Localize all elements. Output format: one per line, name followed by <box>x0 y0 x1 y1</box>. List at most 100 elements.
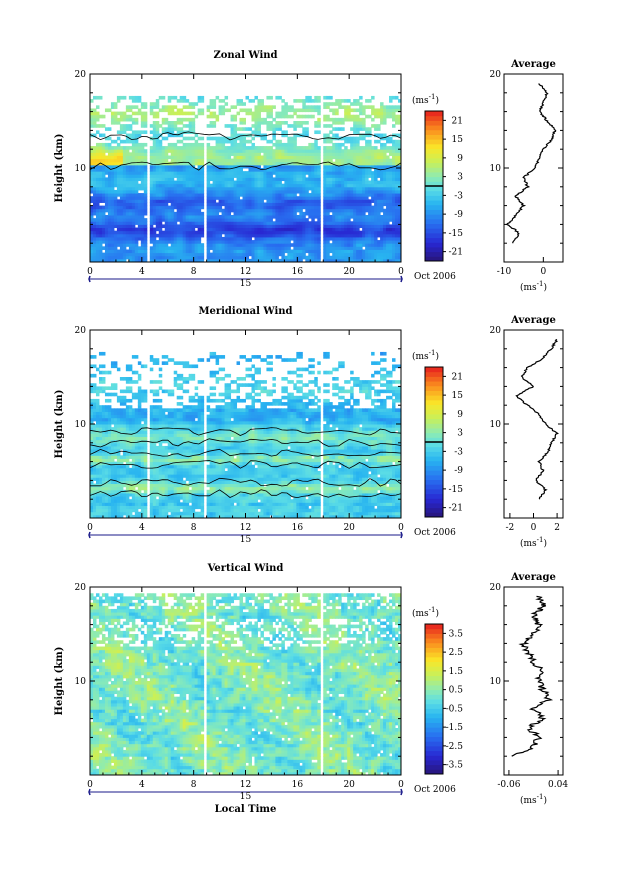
heatmap-cell <box>344 211 348 216</box>
heatmap-cell <box>110 420 115 425</box>
heatmap-cell <box>398 155 402 160</box>
heatmap-cell <box>164 211 169 216</box>
heatmap-cell <box>380 121 384 125</box>
heatmap-cell <box>107 455 112 459</box>
heatmap-cell <box>224 124 229 128</box>
heatmap-cell <box>365 193 369 197</box>
heatmap-cell <box>137 149 142 153</box>
heatmap-cell <box>101 218 106 222</box>
heatmap-cell <box>254 114 258 119</box>
heatmap-cell <box>365 168 369 172</box>
heatmap-cell <box>374 224 378 229</box>
heatmap-cell <box>287 221 291 225</box>
heatmap-cell <box>221 183 226 188</box>
heatmap-cell <box>374 186 378 191</box>
heatmap-cell <box>248 99 252 103</box>
heatmap-cell <box>185 174 190 178</box>
heatmap-cell <box>254 108 258 113</box>
heatmap-cell <box>338 105 342 109</box>
heatmap-cell <box>395 189 399 194</box>
heatmap-cell <box>263 218 267 222</box>
heatmap-cell <box>155 180 160 185</box>
heatmap-cell <box>272 246 276 250</box>
heatmap-cell <box>90 255 94 260</box>
heatmap-cell <box>215 208 220 213</box>
heatmap-cell <box>278 211 282 216</box>
heatmap-cell <box>173 196 178 200</box>
heatmap-cell <box>215 236 220 241</box>
heatmap-cell <box>122 177 127 182</box>
heatmap-cell <box>362 174 366 178</box>
heatmap-cell <box>209 121 214 125</box>
heatmap-cell <box>344 249 348 254</box>
heatmap-cell <box>137 174 142 178</box>
heatmap-cell <box>269 121 273 125</box>
heatmap-cell <box>371 211 375 216</box>
heatmap-cell <box>344 117 348 122</box>
heatmap-cell <box>248 252 252 257</box>
heatmap-cell <box>305 130 309 135</box>
heatmap-cell <box>353 164 357 169</box>
heatmap-cell <box>269 240 273 244</box>
heatmap-cell <box>269 243 273 247</box>
heatmap-cell <box>248 258 252 263</box>
heatmap-cell <box>296 255 300 260</box>
heatmap-cell <box>212 183 217 188</box>
heatmap-cell <box>311 218 315 222</box>
heatmap-cell <box>332 146 336 150</box>
heatmap-cell <box>182 211 187 216</box>
heatmap-cell <box>260 117 264 122</box>
heatmap-cell <box>221 221 226 225</box>
heatmap-cell <box>239 102 244 106</box>
heatmap-cell <box>188 186 193 191</box>
heatmap-cell <box>287 152 291 156</box>
heatmap-cell <box>347 246 351 250</box>
heatmap-cell <box>374 215 378 219</box>
heatmap-cell <box>254 211 258 216</box>
heatmap-cell <box>209 136 214 141</box>
heatmap-cell <box>212 258 217 263</box>
heatmap-cell <box>107 464 112 469</box>
heatmap-cell <box>104 433 109 438</box>
heatmap-cell <box>248 177 252 182</box>
heatmap-cell <box>287 114 291 119</box>
heatmap-cell <box>158 205 163 210</box>
heatmap-cell <box>356 236 360 241</box>
heatmap-cell <box>152 168 157 172</box>
heatmap-cell <box>173 183 178 188</box>
heatmap-cell <box>122 230 127 235</box>
heatmap-cell <box>164 196 169 200</box>
heatmap-cell <box>107 243 112 247</box>
heatmap-cell <box>299 168 303 172</box>
heatmap-cell <box>167 183 172 188</box>
heatmap-cell <box>194 142 199 147</box>
heatmap-cell <box>90 364 94 369</box>
heatmap-cell <box>335 121 339 125</box>
heatmap-cell <box>179 161 184 166</box>
heatmap-cell <box>194 246 199 250</box>
heatmap-cell <box>167 111 172 116</box>
heatmap-cell <box>92 233 97 238</box>
heatmap-cell <box>308 230 312 235</box>
heatmap-cell <box>317 174 321 178</box>
heatmap-cell <box>221 215 226 219</box>
heatmap-cell <box>230 196 235 200</box>
heatmap-cell <box>323 171 327 175</box>
heatmap-cell <box>305 249 309 254</box>
heatmap-cell <box>104 193 109 197</box>
heatmap-cell <box>371 236 375 241</box>
heatmap-cell <box>332 180 336 185</box>
heatmap-cell <box>350 255 354 260</box>
heatmap-cell <box>188 249 193 254</box>
heatmap-cell <box>194 158 199 163</box>
heatmap-cell <box>134 155 139 160</box>
heatmap-cell <box>308 95 312 100</box>
heatmap-cell <box>287 249 291 254</box>
heatmap-cell <box>356 205 360 210</box>
heatmap-cell <box>197 161 202 166</box>
heatmap-cell <box>227 161 232 166</box>
heatmap-cell <box>398 189 402 194</box>
heatmap-cell <box>296 161 300 166</box>
heatmap-cell <box>275 218 279 222</box>
heatmap-cell <box>173 189 178 194</box>
